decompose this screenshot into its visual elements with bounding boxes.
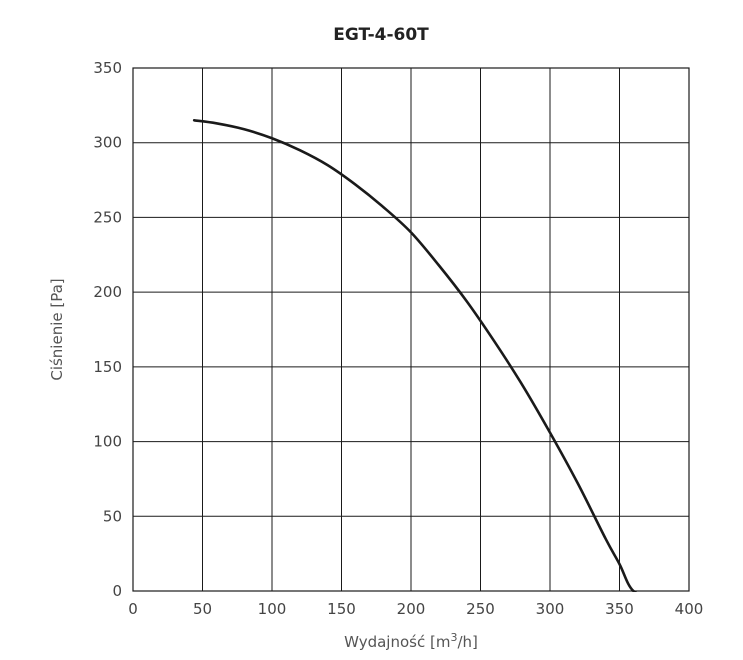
- y-tick-label: 250: [93, 208, 122, 226]
- x-axis-label-main: Wydajność [m: [344, 633, 450, 651]
- y-axis-ticks: 0 50 100 150 200 250 300 350: [93, 59, 122, 600]
- grid: [132, 67, 690, 592]
- y-tick-label: 150: [93, 358, 122, 376]
- x-tick-label: 50: [193, 600, 212, 618]
- y-axis-label: Ciśnienie [Pa]: [48, 278, 66, 380]
- x-tick-label: 150: [327, 600, 356, 618]
- y-tick-label: 0: [112, 582, 122, 600]
- x-tick-label: 100: [258, 600, 287, 618]
- chart-title: EGT-4-60T: [333, 25, 429, 45]
- series-line: [192, 119, 638, 592]
- plot-frame: [132, 67, 690, 592]
- x-tick-label: 200: [397, 600, 426, 618]
- y-tick-label: 50: [103, 507, 122, 525]
- x-tick-label: 250: [466, 600, 495, 618]
- x-tick-label: 300: [536, 600, 565, 618]
- y-tick-label: 350: [93, 59, 122, 77]
- y-tick-label: 200: [93, 283, 122, 301]
- y-tick-label: 300: [93, 134, 122, 152]
- x-axis-label-sup: 3: [450, 631, 457, 644]
- x-tick-label: 0: [128, 600, 138, 618]
- x-axis-ticks: 0 50 100 150 200 250 300 350 400: [128, 600, 703, 618]
- y-tick-label: 100: [93, 433, 122, 451]
- x-tick-label: 400: [675, 600, 704, 618]
- x-axis-label-tail: /h]: [457, 633, 477, 651]
- x-tick-label: 350: [605, 600, 634, 618]
- x-axis-label: Wydajność [m3/h]: [344, 631, 478, 651]
- plot-area: [192, 119, 638, 592]
